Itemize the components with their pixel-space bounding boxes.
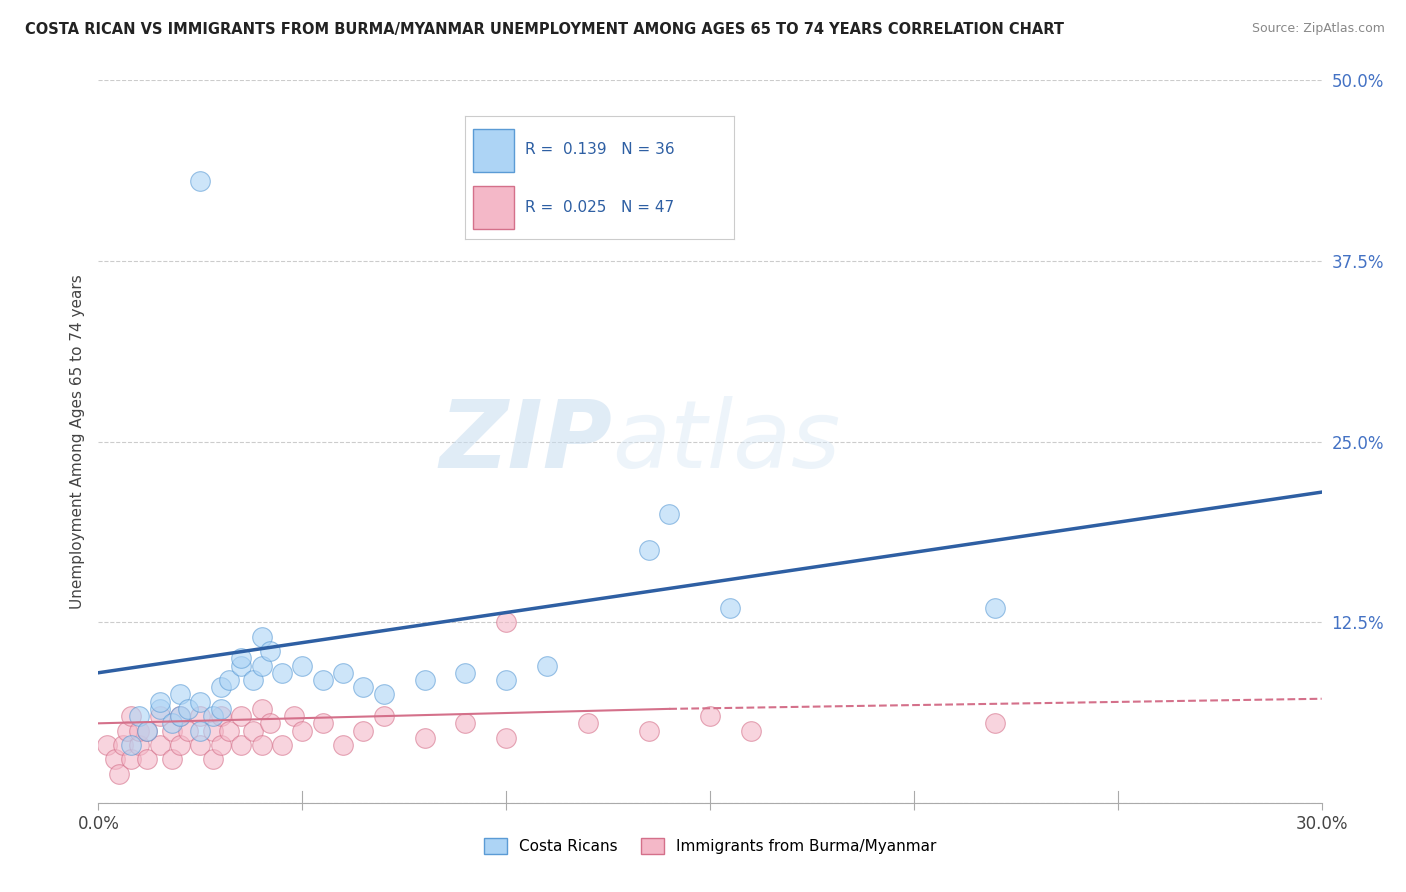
Point — [454, 716, 477, 731]
Point — [188, 695, 212, 709]
Point — [312, 673, 335, 687]
Point — [218, 723, 240, 738]
Point — [136, 723, 159, 738]
Text: Source: ZipAtlas.com: Source: ZipAtlas.com — [1251, 22, 1385, 36]
Point — [536, 658, 558, 673]
Point — [231, 709, 253, 723]
Legend: Costa Ricans, Immigrants from Burma/Myanmar: Costa Ricans, Immigrants from Burma/Myan… — [478, 832, 942, 860]
Point — [188, 738, 212, 752]
Point — [373, 709, 395, 723]
Text: atlas: atlas — [612, 396, 841, 487]
Point — [218, 673, 240, 687]
Point — [201, 752, 224, 766]
Point — [352, 680, 374, 694]
Point — [291, 658, 314, 673]
Point — [332, 738, 354, 752]
Point — [104, 752, 127, 766]
Point — [637, 723, 661, 738]
Point — [283, 709, 305, 723]
Point — [201, 709, 224, 723]
Point — [209, 709, 232, 723]
Point — [149, 709, 172, 723]
Point — [231, 651, 253, 665]
Point — [718, 600, 742, 615]
Point — [740, 723, 762, 738]
Point — [291, 723, 314, 738]
Point — [160, 752, 183, 766]
Point — [413, 731, 436, 745]
Point — [160, 716, 183, 731]
Point — [495, 673, 517, 687]
Point — [373, 687, 395, 701]
Point — [169, 709, 191, 723]
Point — [242, 673, 264, 687]
Point — [120, 709, 142, 723]
Point — [250, 702, 273, 716]
Point — [120, 738, 142, 752]
Point — [111, 738, 134, 752]
Point — [136, 723, 159, 738]
Point — [128, 723, 150, 738]
Point — [209, 738, 232, 752]
Point — [188, 723, 212, 738]
Point — [250, 658, 273, 673]
Point — [259, 644, 281, 658]
Point — [352, 723, 374, 738]
Point — [169, 687, 191, 701]
Point — [188, 709, 212, 723]
Text: ZIP: ZIP — [439, 395, 612, 488]
Point — [128, 709, 150, 723]
Point — [495, 615, 517, 630]
Point — [96, 738, 118, 752]
Point — [495, 731, 517, 745]
Point — [149, 738, 172, 752]
Point — [136, 752, 159, 766]
Point — [250, 738, 273, 752]
Point — [699, 709, 721, 723]
Point — [658, 507, 681, 521]
Y-axis label: Unemployment Among Ages 65 to 74 years: Unemployment Among Ages 65 to 74 years — [69, 274, 84, 609]
Point — [270, 738, 294, 752]
Point — [312, 716, 335, 731]
Point — [576, 716, 599, 731]
Point — [169, 738, 191, 752]
Point — [177, 702, 200, 716]
Point — [270, 665, 294, 680]
Point — [209, 680, 232, 694]
Point — [120, 752, 142, 766]
Point — [250, 630, 273, 644]
Point — [209, 702, 232, 716]
Point — [169, 709, 191, 723]
Point — [637, 542, 661, 557]
Point — [231, 658, 253, 673]
Point — [115, 723, 138, 738]
Point — [149, 695, 172, 709]
Point — [108, 767, 131, 781]
Point — [454, 665, 477, 680]
Point — [242, 723, 264, 738]
Point — [177, 723, 200, 738]
Point — [160, 723, 183, 738]
Text: COSTA RICAN VS IMMIGRANTS FROM BURMA/MYANMAR UNEMPLOYMENT AMONG AGES 65 TO 74 YE: COSTA RICAN VS IMMIGRANTS FROM BURMA/MYA… — [25, 22, 1064, 37]
Point — [259, 716, 281, 731]
Point — [984, 600, 1007, 615]
Point — [128, 738, 150, 752]
Point — [413, 673, 436, 687]
Point — [332, 665, 354, 680]
Point — [984, 716, 1007, 731]
Point — [231, 738, 253, 752]
Point — [149, 702, 172, 716]
Point — [201, 723, 224, 738]
Point — [188, 174, 212, 188]
